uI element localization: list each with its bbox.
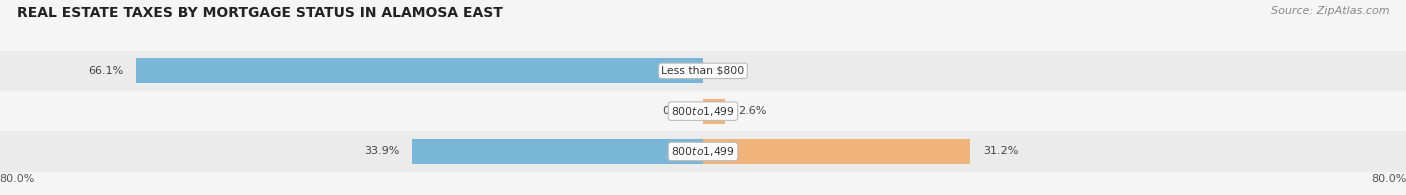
Text: Less than $800: Less than $800 (661, 66, 745, 76)
Text: 0.0%: 0.0% (662, 106, 690, 116)
Bar (136, 58, 703, 83)
Text: 0.0%: 0.0% (716, 66, 744, 76)
Bar (0, 91, 1406, 131)
Bar (0, 51, 1406, 91)
Text: 31.2%: 31.2% (983, 146, 1019, 156)
Text: REAL ESTATE TAXES BY MORTGAGE STATUS IN ALAMOSA EAST: REAL ESTATE TAXES BY MORTGAGE STATUS IN … (17, 6, 503, 20)
Text: Source: ZipAtlas.com: Source: ZipAtlas.com (1271, 6, 1389, 16)
Text: 33.9%: 33.9% (364, 146, 399, 156)
Text: 2.6%: 2.6% (738, 106, 766, 116)
Bar (412, 139, 703, 164)
Bar (0, 131, 1406, 172)
Bar (703, 99, 725, 124)
Text: 66.1%: 66.1% (89, 66, 124, 76)
Text: $800 to $1,499: $800 to $1,499 (671, 105, 735, 118)
Bar (703, 139, 970, 164)
Text: $800 to $1,499: $800 to $1,499 (671, 145, 735, 158)
